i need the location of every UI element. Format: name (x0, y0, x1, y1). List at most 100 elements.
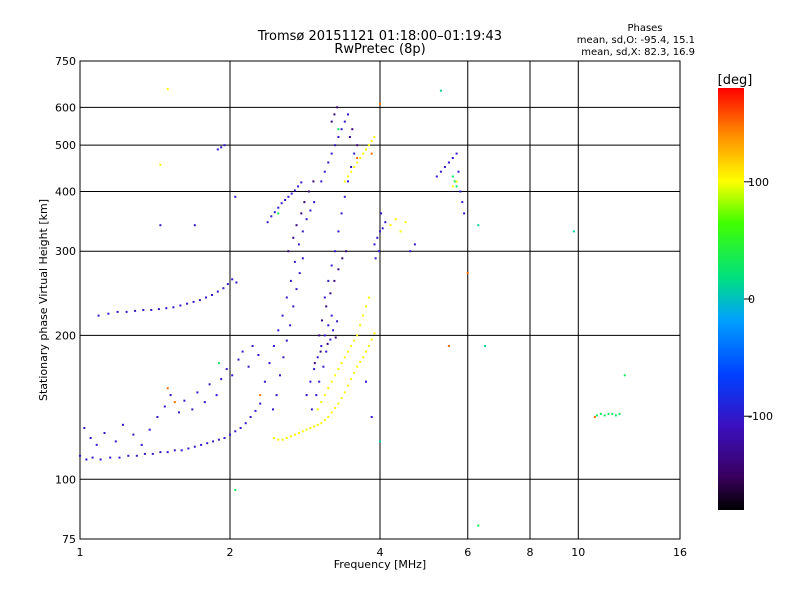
data-point (309, 209, 312, 212)
data-point (301, 430, 304, 433)
data-point (409, 250, 412, 253)
data-point (359, 324, 362, 327)
data-point (322, 365, 325, 368)
data-point (443, 166, 446, 168)
data-point (263, 380, 266, 383)
data-point (477, 524, 480, 527)
data-point (313, 368, 316, 371)
data-point (345, 250, 348, 253)
data-point (340, 128, 343, 131)
data-point (323, 394, 326, 397)
data-point (237, 358, 240, 361)
data-point (373, 332, 376, 335)
data-point (303, 201, 306, 204)
data-point (284, 199, 287, 201)
data-point (316, 408, 319, 411)
data-point (231, 278, 234, 281)
data-point (163, 405, 166, 408)
data-point (208, 383, 211, 386)
data-point (179, 304, 182, 307)
data-point (257, 354, 260, 356)
data-point (234, 195, 237, 198)
data-point (394, 218, 397, 221)
data-point (300, 181, 303, 184)
data-point (373, 136, 376, 138)
x-tick-label: 10 (571, 546, 585, 559)
data-point (97, 314, 100, 317)
data-point (334, 250, 337, 253)
x-tick-label: 6 (464, 546, 471, 559)
data-point (336, 106, 339, 109)
data-point (353, 152, 356, 155)
data-point (359, 157, 362, 159)
data-point (365, 148, 367, 151)
data-point (325, 350, 328, 353)
data-point (447, 345, 450, 347)
data-point (333, 113, 336, 116)
data-point (343, 195, 346, 198)
data-point (234, 430, 237, 433)
data-point (183, 399, 186, 402)
data-point (377, 250, 380, 253)
data-point (318, 380, 321, 383)
data-point (305, 218, 308, 221)
data-point (173, 401, 176, 404)
data-point (316, 423, 319, 426)
data-point (297, 432, 300, 434)
data-point (334, 144, 337, 147)
data-point (151, 452, 154, 455)
data-point (435, 175, 438, 178)
data-point (356, 161, 359, 164)
data-point (323, 419, 326, 422)
data-point (327, 324, 330, 327)
data-point (285, 296, 288, 299)
data-point (404, 221, 407, 224)
data-point (356, 157, 359, 159)
data-point (116, 310, 119, 313)
data-point (365, 380, 367, 383)
data-point (220, 146, 223, 149)
data-point (203, 401, 206, 404)
data-point (289, 324, 292, 327)
data-point (323, 170, 326, 173)
data-point (330, 314, 333, 317)
data-point (122, 423, 124, 426)
data-point (275, 394, 278, 397)
data-point (99, 458, 102, 461)
data-point (173, 449, 176, 452)
x-tick-label: 4 (377, 546, 384, 559)
data-point (223, 144, 226, 147)
data-point (272, 408, 274, 411)
data-point (320, 180, 323, 183)
data-point (313, 201, 316, 204)
data-point (281, 438, 284, 441)
data-point (127, 454, 130, 457)
data-point (451, 185, 454, 188)
data-point (89, 437, 92, 439)
plot-area: 1 2 4 6 8 10 16 75 100 200 300 400 500 600 750 (55, 55, 687, 559)
data-point (277, 206, 280, 209)
data-point (79, 454, 81, 457)
data-point (379, 440, 381, 443)
data-point (370, 140, 373, 143)
data-point (166, 88, 169, 91)
data-point (169, 394, 172, 397)
data-point (172, 306, 175, 309)
data-point (259, 394, 262, 397)
data-point (327, 279, 330, 282)
stats-title: Phases (627, 23, 662, 34)
data-point (215, 394, 218, 397)
data-point (217, 362, 220, 365)
data-point (292, 236, 295, 239)
data-point (595, 414, 598, 417)
data-point (367, 144, 370, 147)
data-point (367, 345, 370, 347)
data-point (95, 443, 98, 446)
x-tick-label: 16 (673, 546, 687, 559)
data-point (343, 356, 346, 359)
data-point (135, 454, 138, 457)
data-point (272, 437, 275, 439)
data-point (459, 190, 462, 193)
data-point (343, 391, 346, 394)
data-point (191, 408, 194, 411)
